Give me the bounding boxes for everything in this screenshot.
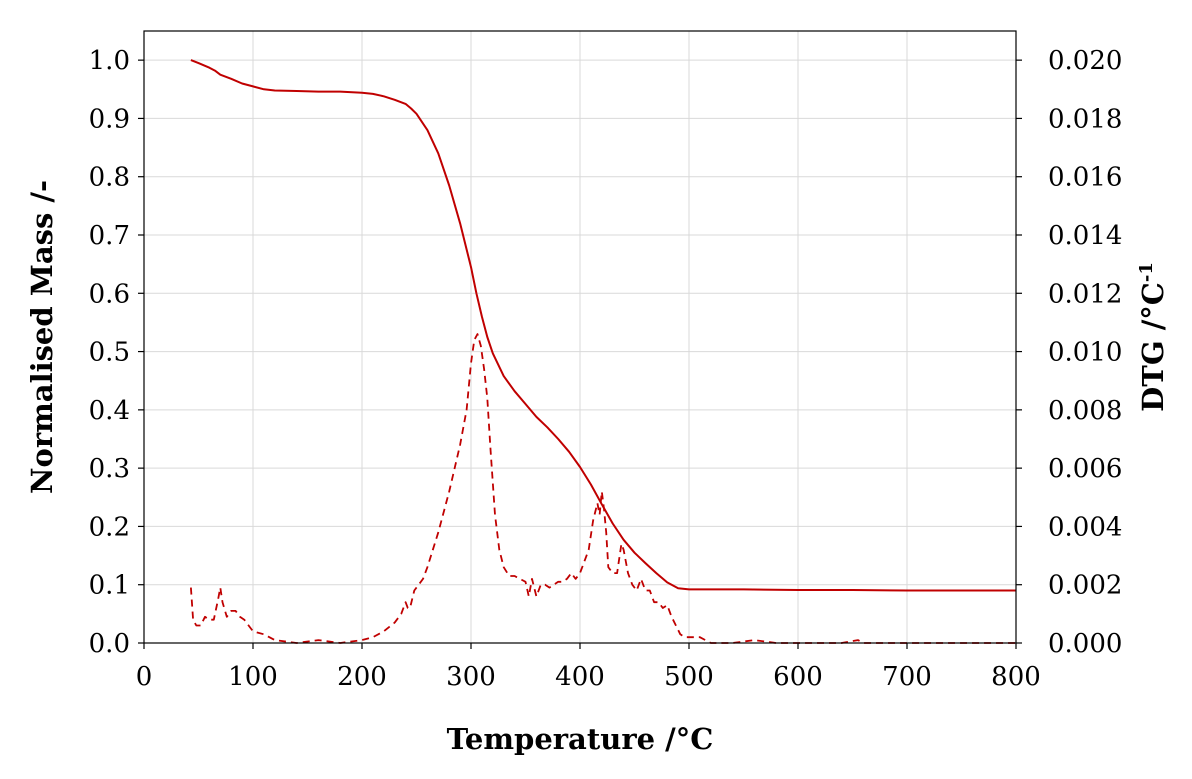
y-left-tick-label: 0.4 [89,396,130,426]
y-right-tick-label: 0.006 [1048,454,1122,484]
series-layer [190,59,1016,644]
y-right-tick-label: 0.000 [1048,629,1122,659]
y-right-tick-label: 0.010 [1048,338,1122,368]
x-tick-label: 200 [337,662,387,692]
y-right-tick-label: 0.012 [1048,279,1122,309]
y-left-tick-label: 0.6 [89,279,130,309]
y-left-tick-label: 0.5 [89,338,130,368]
tick-labels: 0 100 200 300 400 500 600 700 800 0.0 0.1 0.2 0.3 0.4… [89,46,1123,692]
x-tick-label: 600 [773,662,823,692]
dtg-series-line [190,333,1016,644]
y-right-tick-label: 0.004 [1048,512,1122,542]
x-tick-label: 800 [991,662,1041,692]
x-tick-label: 0 [136,662,153,692]
y-right-axis-label: DTG /°C-1 [1136,262,1170,412]
y-left-tick-label: 0.1 [89,571,130,601]
y-right-tick-label: 0.002 [1048,571,1122,601]
y-right-tick-label: 0.008 [1048,396,1122,426]
y-left-axis-label: Normalised Mass /- [25,180,59,494]
tick-marks [138,59,1022,649]
x-tick-label: 500 [664,662,714,692]
y-right-tick-label: 0.014 [1048,221,1122,251]
y-left-tick-label: 1.0 [89,46,130,76]
y-left-tick-label: 0.2 [89,512,130,542]
y-left-tick-label: 0.7 [89,221,130,251]
y-right-axis-label-sup: -1 [1136,262,1157,282]
y-left-tick-label: 0.3 [89,454,130,484]
y-right-tick-label: 0.020 [1048,46,1122,76]
gridlines [144,31,1016,643]
x-tick-label: 700 [882,662,932,692]
x-tick-label: 400 [555,662,605,692]
y-right-axis-label-main: DTG /°C [1136,282,1170,412]
x-tick-label: 300 [446,662,496,692]
x-tick-label: 100 [228,662,278,692]
y-right-tick-label: 0.018 [1048,104,1122,134]
y-left-tick-label: 0.8 [89,163,130,193]
y-left-tick-label: 0.9 [89,104,130,134]
mass-series-line [190,59,1016,592]
y-right-tick-label: 0.016 [1048,163,1122,193]
x-axis-label: Temperature /°C [447,722,714,756]
y-left-tick-label: 0.0 [89,629,130,659]
